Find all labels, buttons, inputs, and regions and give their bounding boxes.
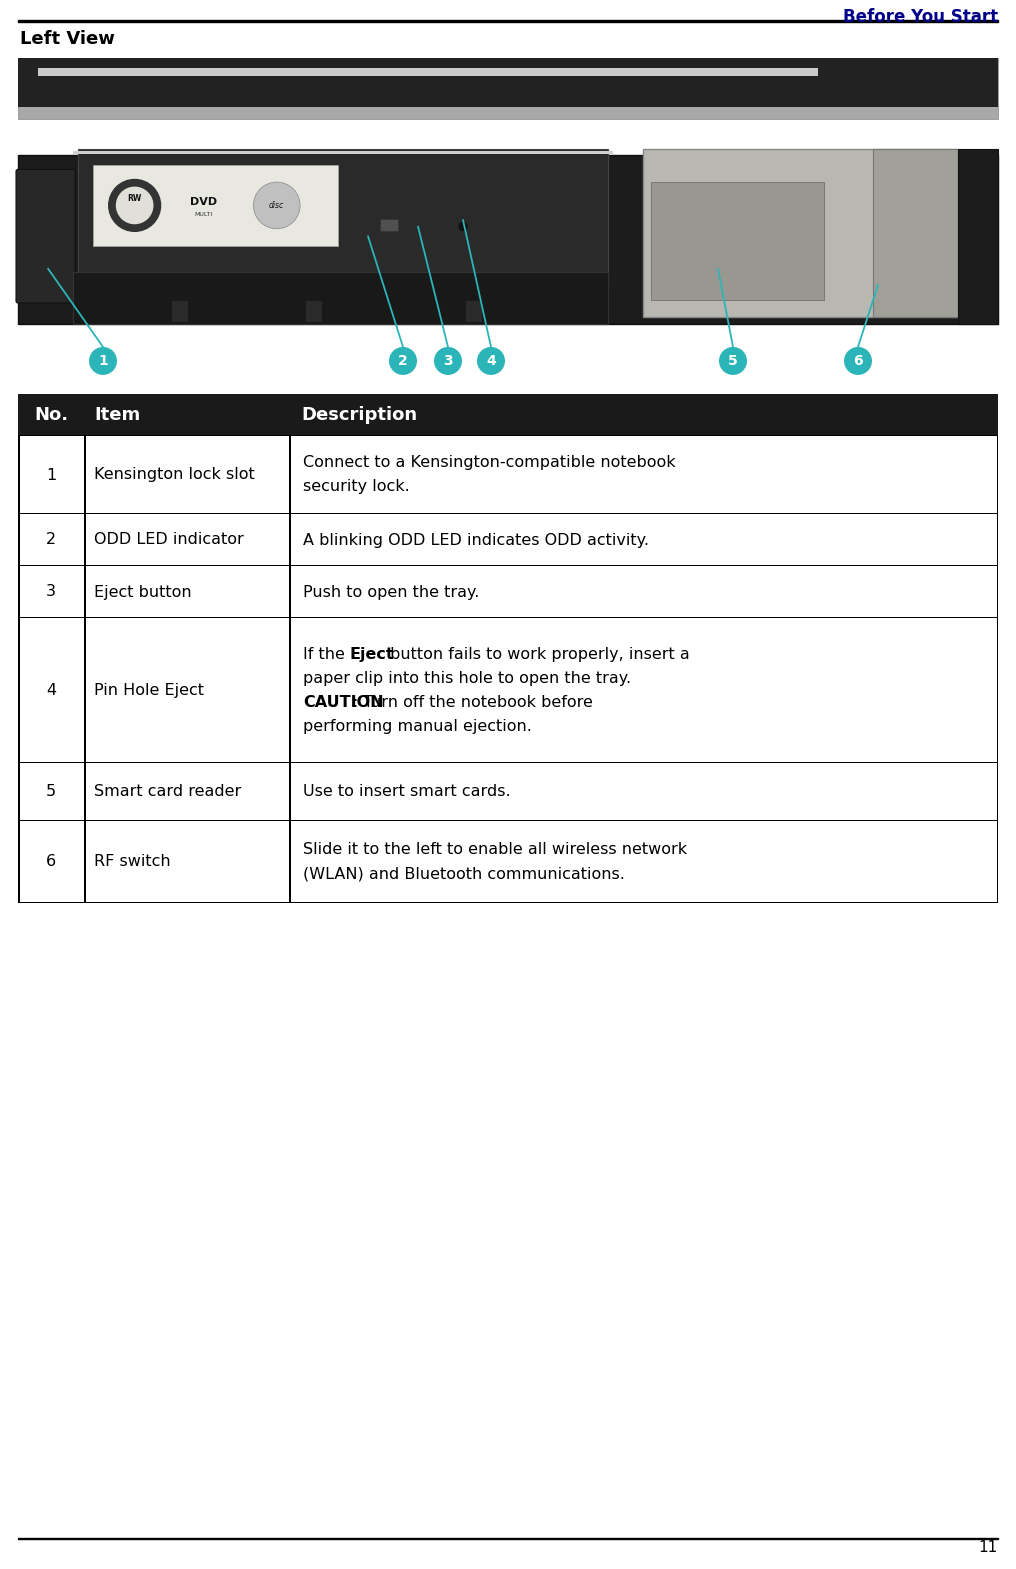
Text: 6: 6 xyxy=(853,355,863,369)
Text: 4: 4 xyxy=(46,683,56,698)
Text: Eject button: Eject button xyxy=(94,585,192,599)
Text: 3: 3 xyxy=(443,355,453,369)
Circle shape xyxy=(434,347,462,375)
Text: Item: Item xyxy=(94,406,140,424)
Text: 2: 2 xyxy=(398,355,407,369)
Text: Connect to a Kensington-compatible notebook: Connect to a Kensington-compatible noteb… xyxy=(303,455,676,471)
Bar xyxy=(172,301,188,322)
Bar xyxy=(18,618,998,763)
Text: 4: 4 xyxy=(486,355,496,369)
Text: 6: 6 xyxy=(46,855,56,869)
Text: CAUTION: CAUTION xyxy=(303,695,384,711)
Bar xyxy=(84,763,85,821)
Bar xyxy=(18,821,998,904)
Text: A blinking ODD LED indicates ODD activity.: A blinking ODD LED indicates ODD activit… xyxy=(303,532,649,548)
Text: RF switch: RF switch xyxy=(94,855,171,869)
Text: 1: 1 xyxy=(46,468,56,483)
Text: No.: No. xyxy=(34,406,68,424)
Bar xyxy=(73,152,613,154)
Text: Before You Start: Before You Start xyxy=(843,8,998,27)
Text: Use to insert smart cards.: Use to insert smart cards. xyxy=(303,784,511,800)
Bar xyxy=(18,20,998,22)
Circle shape xyxy=(844,347,872,375)
Bar xyxy=(18,436,998,515)
Bar xyxy=(643,149,958,317)
Text: Eject: Eject xyxy=(350,646,394,662)
Bar xyxy=(78,149,608,286)
Circle shape xyxy=(719,347,747,375)
Text: MULTI: MULTI xyxy=(194,212,212,217)
Text: (WLAN) and Bluetooth communications.: (WLAN) and Bluetooth communications. xyxy=(303,866,625,882)
Text: paper clip into this hole to open the tray.: paper clip into this hole to open the tr… xyxy=(303,672,631,686)
Text: 3: 3 xyxy=(46,585,56,599)
Text: 5: 5 xyxy=(46,784,56,800)
Bar xyxy=(18,763,998,821)
Text: Description: Description xyxy=(301,406,418,424)
Bar xyxy=(380,220,398,232)
Bar xyxy=(289,821,291,904)
Text: ODD LED indicator: ODD LED indicator xyxy=(94,532,244,548)
Text: Smart card reader: Smart card reader xyxy=(94,784,241,800)
Circle shape xyxy=(253,182,300,229)
Bar xyxy=(84,436,85,515)
Bar xyxy=(18,515,998,566)
Bar xyxy=(18,58,998,119)
Bar xyxy=(73,151,613,152)
Text: Kensington lock slot: Kensington lock slot xyxy=(94,468,255,483)
Bar xyxy=(289,515,291,566)
Circle shape xyxy=(109,179,161,231)
Text: performing manual ejection.: performing manual ejection. xyxy=(303,719,531,734)
Bar xyxy=(997,435,998,904)
Text: 5: 5 xyxy=(728,355,738,369)
Bar xyxy=(84,566,85,618)
Bar xyxy=(84,515,85,566)
Bar xyxy=(38,67,818,77)
Bar xyxy=(73,271,608,323)
Bar xyxy=(18,58,998,381)
Text: If the: If the xyxy=(303,646,350,662)
Bar xyxy=(18,58,998,107)
Bar xyxy=(289,436,291,515)
Text: DVD: DVD xyxy=(190,196,216,207)
Text: 11: 11 xyxy=(978,1541,998,1555)
Text: 1: 1 xyxy=(99,355,108,369)
Text: Left View: Left View xyxy=(20,30,115,49)
Text: Pin Hole Eject: Pin Hole Eject xyxy=(94,683,204,698)
Text: security lock.: security lock. xyxy=(303,480,409,494)
Bar xyxy=(289,763,291,821)
Circle shape xyxy=(89,347,117,375)
Bar xyxy=(873,149,958,317)
Bar xyxy=(38,67,818,72)
Bar xyxy=(289,566,291,618)
FancyBboxPatch shape xyxy=(16,169,75,303)
Bar xyxy=(651,182,824,300)
Bar xyxy=(84,821,85,904)
Circle shape xyxy=(459,223,467,231)
Bar xyxy=(93,165,338,246)
Text: Push to open the tray.: Push to open the tray. xyxy=(303,585,480,599)
Circle shape xyxy=(477,347,505,375)
Bar xyxy=(289,618,291,763)
Bar xyxy=(306,301,322,322)
Text: 2: 2 xyxy=(46,532,56,548)
Text: disc: disc xyxy=(269,201,284,210)
Text: Slide it to the left to enable all wireless network: Slide it to the left to enable all wirel… xyxy=(303,843,687,858)
Bar xyxy=(18,155,998,323)
Bar xyxy=(18,566,998,618)
Bar xyxy=(18,435,19,904)
Circle shape xyxy=(117,187,152,223)
Bar xyxy=(958,149,998,323)
Text: RW: RW xyxy=(128,195,142,204)
Bar xyxy=(466,301,483,322)
Text: button fails to work properly, insert a: button fails to work properly, insert a xyxy=(385,646,690,662)
Circle shape xyxy=(389,347,417,375)
Text: : Turn off the notebook before: : Turn off the notebook before xyxy=(353,695,592,711)
Bar xyxy=(84,618,85,763)
Bar xyxy=(18,394,998,436)
